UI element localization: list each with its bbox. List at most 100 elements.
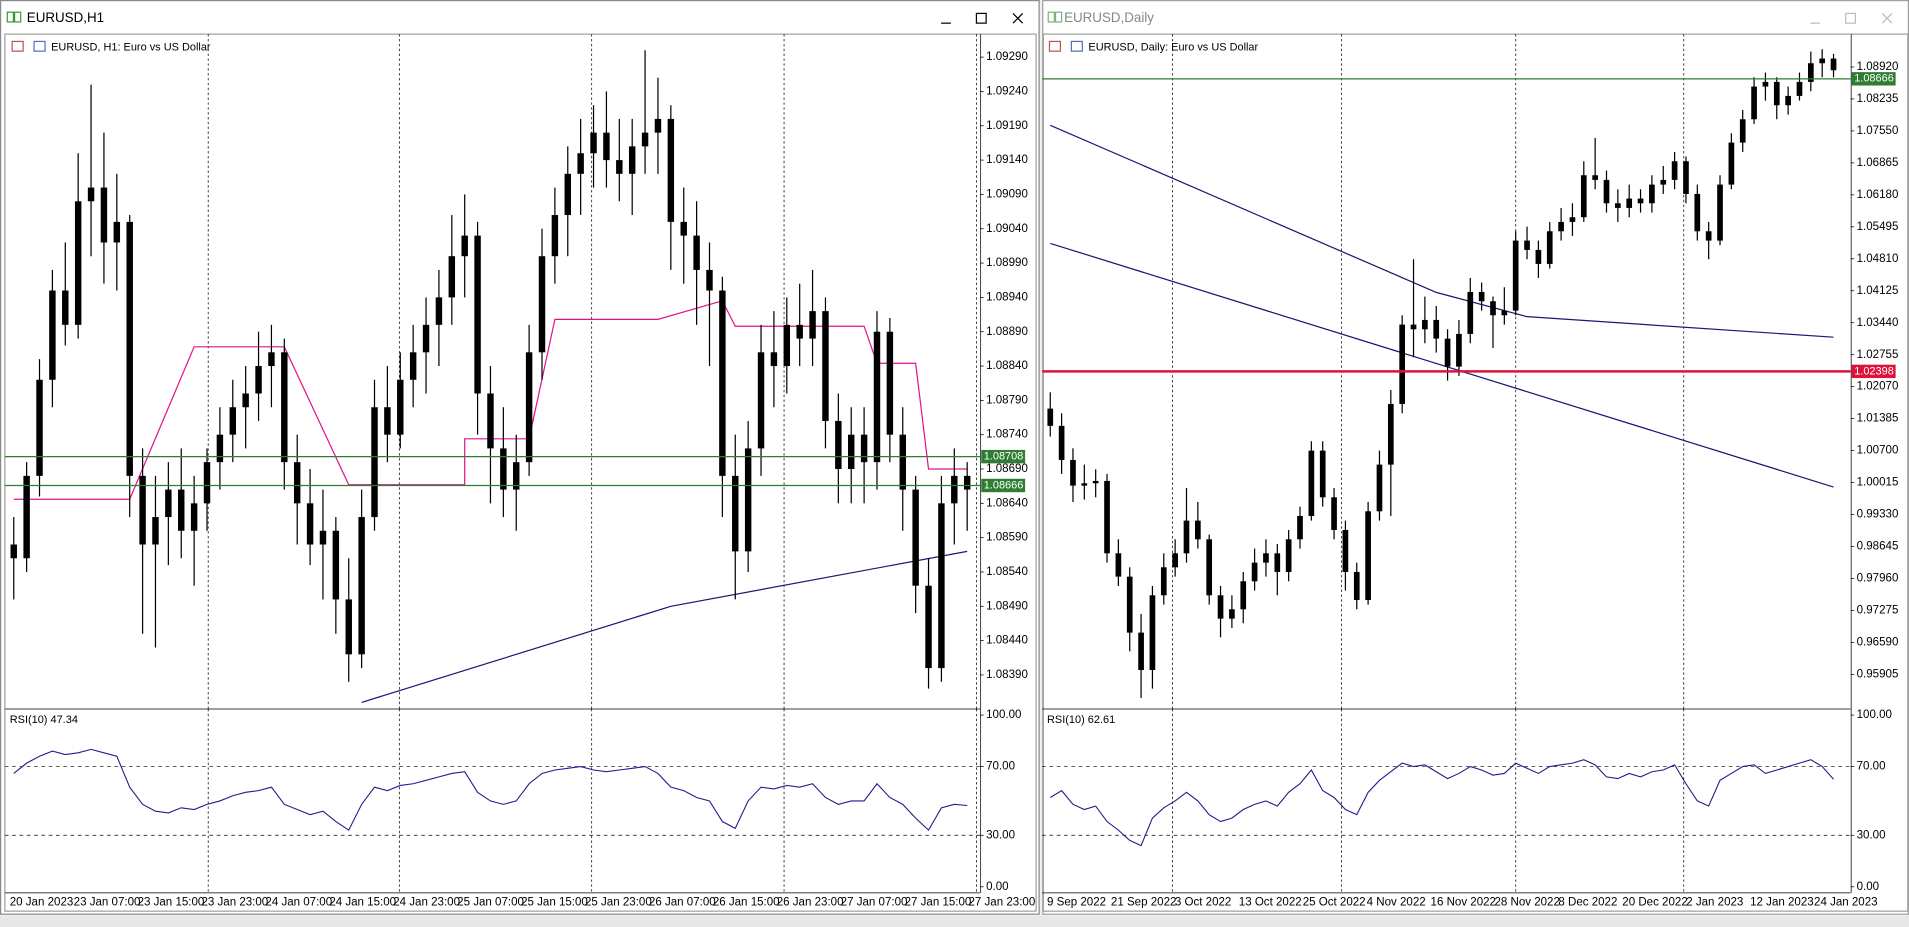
candle-body [319,530,327,545]
x-tick-label: 20 Dec 2022 [1622,897,1687,909]
y-tick-label: 1.06865 [1857,157,1899,169]
price-level-box [1851,364,1896,379]
candle-body [242,393,249,408]
candle-body [654,118,662,133]
candle-body [100,187,108,243]
y-tick-label: 0.95905 [1857,668,1899,680]
candle-body [203,462,211,504]
y-tick-label: 70.00 [986,761,1015,773]
x-tick-label: 25 Jan 15:00 [521,897,588,909]
y-tick-label: 1.08640 [986,497,1028,509]
candle-body [1070,459,1076,486]
y-tick-label: 1.08690 [986,463,1028,475]
indicator-title: RSI(10) 62.61 [1047,714,1115,726]
candle-body [1285,539,1292,572]
candle-body [1671,161,1678,180]
y-tick-label: 1.06180 [1857,189,1899,201]
candle-body [1104,480,1110,554]
candle-body [796,324,803,339]
rsi-line [1049,759,1834,847]
candle-body [1319,450,1326,498]
candle-body [435,297,443,325]
y-tick-label: 0.00 [986,881,1008,893]
candle-body [397,379,404,435]
candle-body [268,352,275,367]
candle-body [62,290,69,325]
candle-body [1149,595,1156,670]
candle-body [1524,240,1530,250]
candle-body [1410,324,1417,330]
candle-body [1376,464,1383,512]
price-level-box [981,449,1026,464]
candle-body [732,475,739,552]
candle-body [1206,539,1213,596]
candle-body [963,475,971,490]
y-tick-label: 1.04810 [1857,253,1899,265]
candle-body [1694,193,1701,232]
candle-body [1603,179,1610,204]
candle-body [1387,403,1394,465]
candle-body [835,420,842,470]
y-tick-label: 1.02070 [1857,381,1899,393]
chart-icon [33,40,46,52]
x-tick-label: 9 Sep 2022 [1047,897,1106,909]
maximize-button[interactable] [975,12,987,24]
candle-body [1615,203,1621,208]
candle-body [822,311,829,421]
maximize-button[interactable] [1845,12,1857,24]
candle-body [1422,319,1428,330]
candle-body [1229,609,1235,619]
y-tick-label: 0.99330 [1857,509,1899,521]
x-tick-label: 16 Nov 2022 [1431,897,1496,909]
candle-body [1195,520,1201,540]
x-tick-label: 3 Oct 2022 [1175,897,1231,909]
y-tick-label: 1.08920 [1857,61,1899,73]
chart-icon [11,40,24,52]
candle-body [680,221,687,236]
y-tick-label: 1.05495 [1857,221,1899,233]
x-tick-label: 4 Nov 2022 [1367,897,1426,909]
candle-body [1160,567,1167,596]
candle-body [577,153,584,174]
candle-body [1580,175,1587,218]
candle-body [757,352,765,449]
close-button[interactable] [1012,12,1024,24]
candle-body [358,517,365,655]
candle-body [152,517,159,545]
candle-body [616,160,623,174]
x-tick-label: 27 Jan 07:00 [841,897,908,909]
y-tick-label: 1.08940 [986,291,1028,303]
candle-body [860,434,868,463]
candle-body [1467,291,1474,334]
candle-body [719,290,726,476]
y-tick-label: 1.03440 [1857,317,1899,329]
candle-body [1717,184,1723,241]
candle-body [190,503,198,531]
x-tick-label: 13 Oct 2022 [1239,897,1302,909]
y-tick-label: 1.09140 [986,154,1028,166]
chart-title: EURUSD, H1: Euro vs US Dollar [51,41,211,53]
candle-body [1183,520,1190,554]
candle-body [293,462,301,504]
x-tick-label: 8 Dec 2022 [1558,897,1617,909]
candle-body [1478,291,1485,302]
candle-body [500,448,507,490]
x-tick-label: 26 Jan 15:00 [713,897,780,909]
candle-body [1728,142,1735,185]
candle-body [36,379,43,476]
candle-body [422,324,430,353]
price-level-box [1851,72,1896,86]
candle-body [1773,81,1780,106]
price-level-label: 1.08708 [984,451,1024,463]
candle-body [1558,221,1564,232]
close-button[interactable] [1881,12,1893,24]
chart-area [1042,33,1909,912]
candle-body [1172,553,1178,568]
candle-body [1115,553,1122,577]
candle-body [938,503,945,669]
candle-body [165,489,172,518]
x-tick-label: 24 Jan 15:00 [329,897,396,909]
x-tick-label: 24 Jan 23:00 [393,897,460,909]
candle-body [899,434,906,490]
candle-body [1444,338,1451,367]
